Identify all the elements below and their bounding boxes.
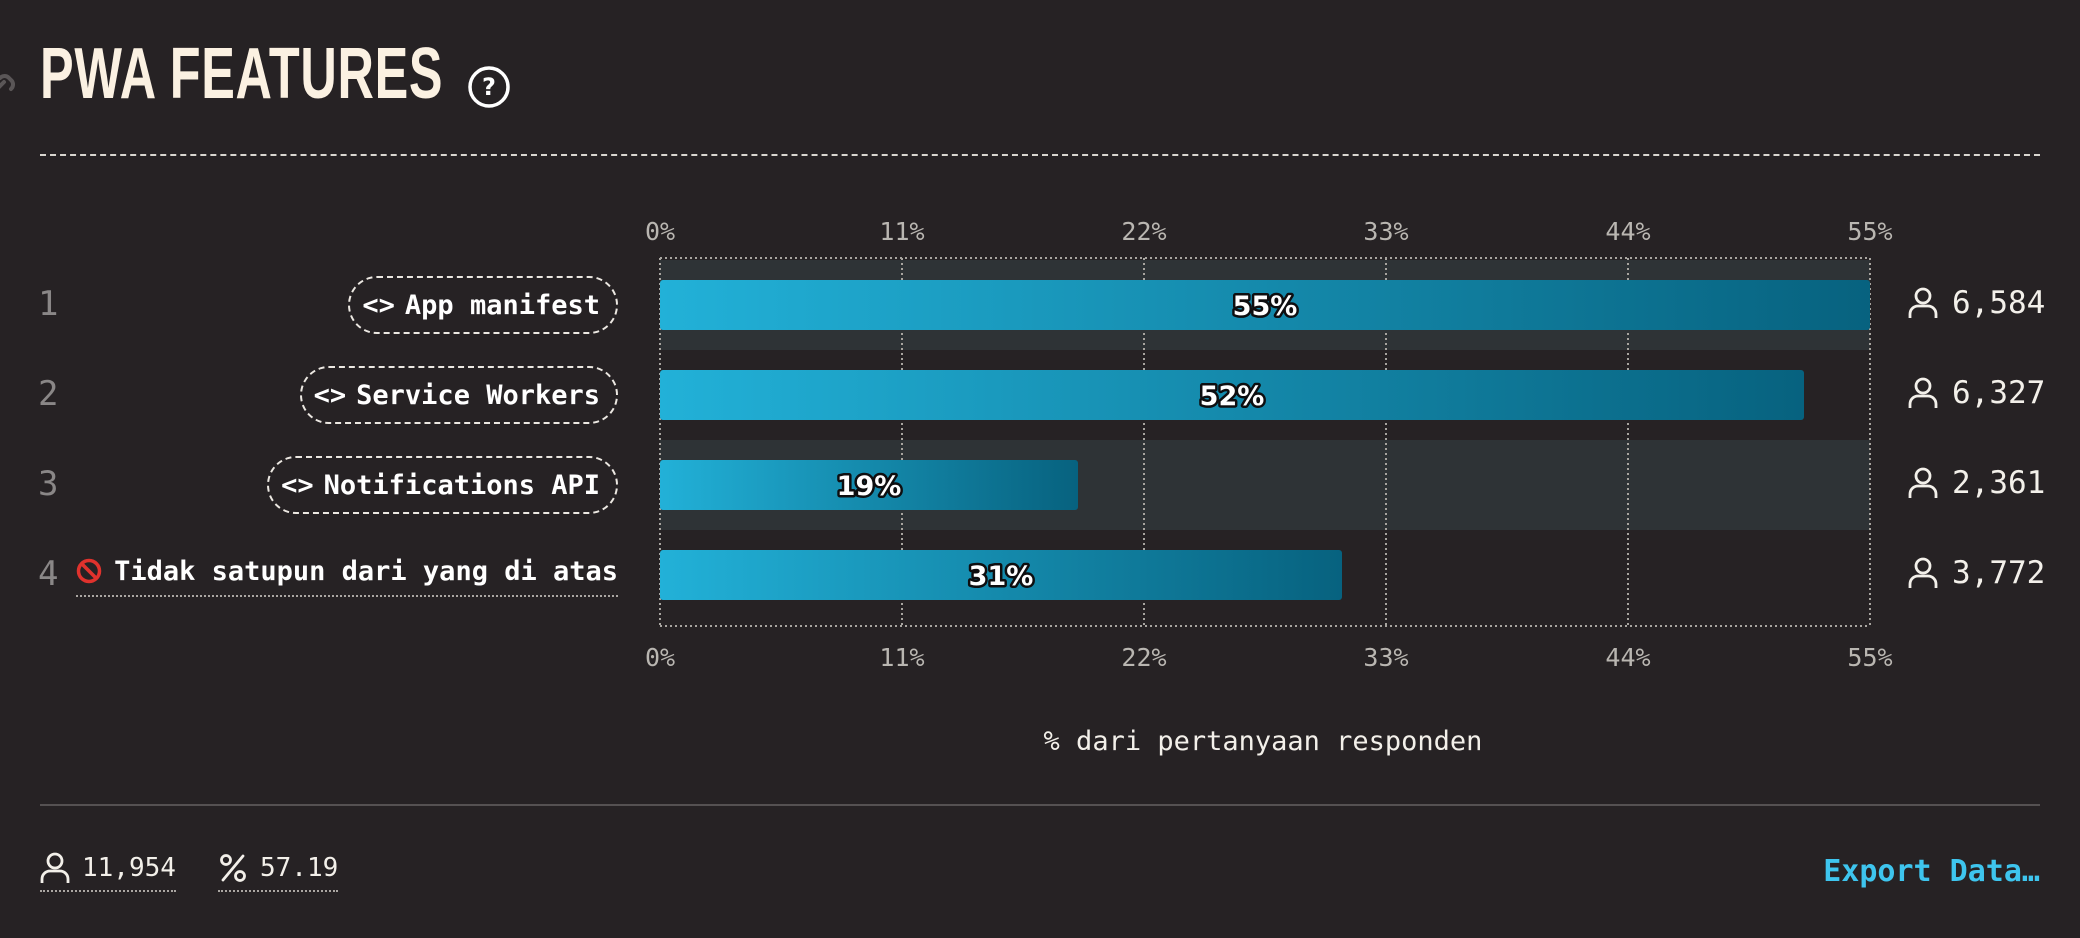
x-tick-label-top: 11% (879, 217, 924, 246)
respondent-count-value: 3,772 (1952, 555, 2046, 591)
row-rank: 2 (38, 374, 59, 414)
x-tick-label-bottom: 33% (1363, 643, 1408, 672)
respondent-count-value: 2,361 (1952, 465, 2046, 501)
svg-text:?: ? (482, 73, 496, 101)
total-respondents-value: 11,954 (82, 853, 176, 883)
respondent-count: 2,361 (1908, 465, 2045, 501)
respondent-count: 6,584 (1908, 285, 2045, 321)
category-label: Service Workers (356, 379, 600, 411)
bar[interactable] (660, 550, 1342, 600)
category-label-pill[interactable]: <> App manifest (348, 276, 618, 334)
x-tick-label-bottom: 55% (1847, 643, 1892, 672)
x-tick-label-bottom: 22% (1121, 643, 1166, 672)
bar-value-label: 19% (837, 471, 902, 502)
bar[interactable] (660, 460, 1078, 510)
bar-value-label: 52% (1200, 381, 1265, 412)
code-brackets-icon: <> (281, 469, 314, 501)
percentage-stat[interactable]: 57.19 (218, 852, 339, 892)
x-tick-label-bottom: 0% (645, 643, 675, 672)
no-entry-icon (76, 558, 102, 584)
respondent-count: 6,327 (1908, 375, 2045, 411)
title-divider (40, 154, 2040, 156)
person-icon (1908, 287, 1938, 319)
link-icon[interactable] (0, 70, 20, 100)
code-brackets-icon: <> (313, 379, 347, 411)
x-tick-label-bottom: 44% (1605, 643, 1650, 672)
total-respondents-stat[interactable]: 11,954 (40, 852, 176, 892)
category-label: App manifest (404, 289, 600, 321)
bar[interactable] (660, 370, 1804, 420)
respondent-count: 3,772 (1908, 555, 2045, 591)
person-icon (1908, 377, 1938, 409)
person-icon (1908, 467, 1938, 499)
percentage-value: 57.19 (260, 853, 339, 883)
x-tick-label-bottom: 11% (879, 643, 924, 672)
row-rank: 4 (38, 554, 59, 594)
category-label-pill[interactable]: <> Notifications API (267, 456, 618, 514)
row-rank: 1 (38, 284, 59, 324)
export-data-button[interactable]: Export Data… (1823, 854, 2040, 889)
respondent-count-value: 6,327 (1952, 375, 2046, 411)
category-label: Tidak satupun dari yang di atas (114, 555, 618, 587)
bar[interactable] (660, 280, 1870, 330)
respondent-count-value: 6,584 (1952, 285, 2046, 321)
page-title: PWA FEATURES (40, 34, 444, 114)
x-tick-label-top: 33% (1363, 217, 1408, 246)
x-axis-title: % dari pertanyaan responden (1043, 726, 1483, 757)
percent-icon (220, 854, 246, 882)
bar-chart: 55% 52% 19% 31% 0% 0% 11% 11% 22% 22% 33% 33% 44% 44… (645, 217, 1893, 672)
category-label-none[interactable]: Tidak satupun dari yang di atas (76, 547, 618, 597)
x-tick-label-top: 55% (1847, 217, 1892, 246)
question-circle-icon[interactable]: ? (466, 64, 512, 110)
person-icon (40, 852, 70, 883)
bar-value-label: 31% (969, 561, 1034, 592)
category-label: Notifications API (323, 469, 600, 501)
person-icon (1908, 557, 1938, 589)
footer-divider (40, 804, 2040, 806)
row-rank: 3 (38, 464, 59, 504)
bar-value-label: 55% (1233, 291, 1298, 322)
category-label-pill[interactable]: <> Service Workers (299, 366, 618, 424)
x-tick-label-top: 22% (1121, 217, 1166, 246)
code-brackets-icon: <> (362, 289, 395, 321)
x-tick-label-top: 44% (1605, 217, 1650, 246)
x-tick-label-top: 0% (645, 217, 675, 246)
